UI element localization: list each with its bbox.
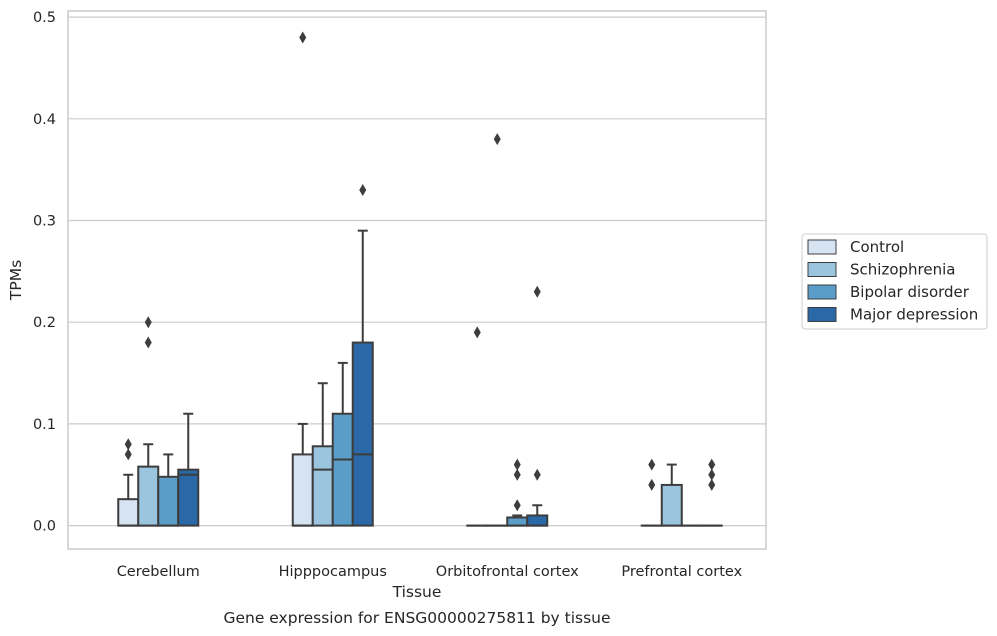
legend-swatch bbox=[807, 239, 837, 255]
outlier-point bbox=[144, 336, 152, 349]
x-tick-label: Prefrontal cortex bbox=[621, 564, 742, 580]
box-control bbox=[466, 326, 489, 527]
box-major-depression bbox=[177, 412, 200, 527]
chart-caption: Gene expression for ENSG00000275811 by t… bbox=[223, 609, 610, 627]
y-tick-label: 0.3 bbox=[33, 214, 56, 230]
outlier-point bbox=[708, 468, 716, 481]
box-body bbox=[526, 514, 549, 527]
boxes-layer bbox=[117, 31, 723, 527]
legend-swatch bbox=[807, 307, 837, 322]
box-body bbox=[331, 412, 354, 527]
y-axis-label: TPMs bbox=[7, 260, 25, 301]
legend-label: Bipolar disorder bbox=[850, 283, 970, 301]
y-tick-label: 0.0 bbox=[33, 519, 56, 535]
outlier-point bbox=[513, 499, 521, 512]
box-control bbox=[291, 31, 314, 527]
box-control bbox=[640, 458, 663, 527]
legend-swatch bbox=[807, 262, 837, 277]
x-axis-label: Tissue bbox=[392, 583, 442, 601]
outlier-point bbox=[513, 458, 521, 471]
box-body bbox=[291, 453, 314, 527]
outlier-point bbox=[359, 183, 367, 196]
box-bipolar-disorder bbox=[157, 453, 180, 527]
outlier-point bbox=[144, 316, 152, 329]
legend-label: Schizophrenia bbox=[850, 261, 955, 279]
box-body bbox=[506, 516, 529, 527]
outlier-point bbox=[299, 31, 307, 44]
legend-frame bbox=[801, 233, 988, 330]
box-schizophrenia bbox=[486, 133, 509, 527]
y-tick-label: 0.2 bbox=[33, 315, 56, 331]
box-schizophrenia bbox=[137, 316, 160, 527]
legend-label: Control bbox=[850, 238, 904, 256]
x-axis-ticks: Cerebellum Hipppocampus Orbitofrontal cort… bbox=[117, 564, 743, 580]
legend-label: Major depression bbox=[850, 306, 978, 324]
x-tick-label: Cerebellum bbox=[117, 564, 200, 580]
outlier-point bbox=[648, 458, 656, 471]
outlier-point bbox=[493, 133, 501, 146]
box-body bbox=[351, 341, 374, 527]
box-control bbox=[117, 438, 140, 527]
box-body bbox=[157, 475, 180, 527]
y-axis-ticks: 0.0 0.1 0.2 0.3 0.4 0.5 bbox=[33, 10, 56, 535]
box-bipolar-disorder bbox=[331, 361, 354, 527]
x-tick-label: Hipppocampus bbox=[279, 564, 387, 580]
outlier-point bbox=[124, 448, 132, 461]
box-body bbox=[177, 468, 200, 527]
box-major-depression bbox=[700, 458, 723, 527]
box-major-depression bbox=[526, 285, 549, 527]
outlier-point bbox=[533, 468, 541, 481]
y-tick-label: 0.1 bbox=[33, 417, 56, 433]
legend: Control Schizophrenia Bipolar disorder Majo… bbox=[801, 233, 988, 330]
plot-frame bbox=[67, 10, 767, 550]
box-schizophrenia bbox=[311, 382, 334, 527]
box-body bbox=[137, 465, 160, 527]
outlier-point bbox=[648, 478, 656, 491]
y-tick-label: 0.4 bbox=[33, 112, 56, 128]
legend-swatch bbox=[807, 284, 837, 300]
outlier-point bbox=[708, 458, 716, 471]
gridlines bbox=[68, 16, 766, 527]
box-bipolar-disorder bbox=[506, 458, 529, 527]
box-schizophrenia bbox=[660, 463, 683, 527]
y-tick-label: 0.5 bbox=[33, 10, 56, 26]
box-body bbox=[311, 445, 334, 527]
outlier-point bbox=[124, 438, 132, 451]
outlier-point bbox=[473, 326, 481, 339]
box-body bbox=[117, 498, 140, 527]
outlier-point bbox=[533, 285, 541, 298]
box-body bbox=[660, 483, 683, 527]
x-tick-label: Orbitofrontal cortex bbox=[436, 564, 579, 580]
box-major-depression bbox=[351, 183, 374, 527]
outlier-point bbox=[708, 478, 716, 491]
outlier-point bbox=[513, 468, 521, 481]
